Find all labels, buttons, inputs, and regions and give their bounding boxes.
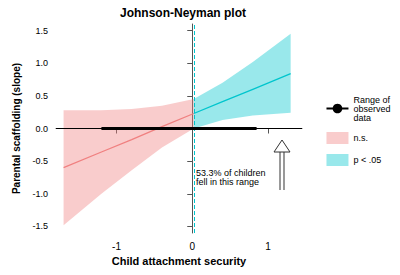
svg-text:-1.5: -1.5	[32, 221, 48, 231]
svg-text:-1: -1	[112, 241, 121, 252]
svg-text:Parental scaffolding (slope): Parental scaffolding (slope)	[11, 63, 22, 194]
svg-text:fell in this range: fell in this range	[196, 177, 259, 187]
svg-text:-0.5: -0.5	[32, 156, 48, 166]
svg-text:n.s.: n.s.	[353, 133, 368, 143]
svg-text:Child attachment security: Child attachment security	[112, 255, 247, 267]
svg-text:1: 1	[265, 241, 271, 252]
svg-text:observed: observed	[353, 103, 393, 114]
svg-text:data: data	[353, 113, 371, 123]
svg-text:53.3% of children: 53.3% of children	[196, 167, 268, 178]
svg-text:0.0: 0.0	[35, 124, 48, 134]
svg-text:1.5: 1.5	[35, 26, 48, 36]
svg-text:Range of: Range of	[353, 94, 393, 105]
svg-text:p < .05: p < .05	[353, 155, 381, 165]
svg-text:Johnson-Neyman plot: Johnson-Neyman plot	[120, 6, 246, 20]
svg-text:1.0: 1.0	[35, 58, 48, 68]
svg-text:0: 0	[189, 241, 195, 252]
svg-text:0.5: 0.5	[35, 91, 48, 101]
svg-text:-1.0: -1.0	[32, 189, 48, 199]
